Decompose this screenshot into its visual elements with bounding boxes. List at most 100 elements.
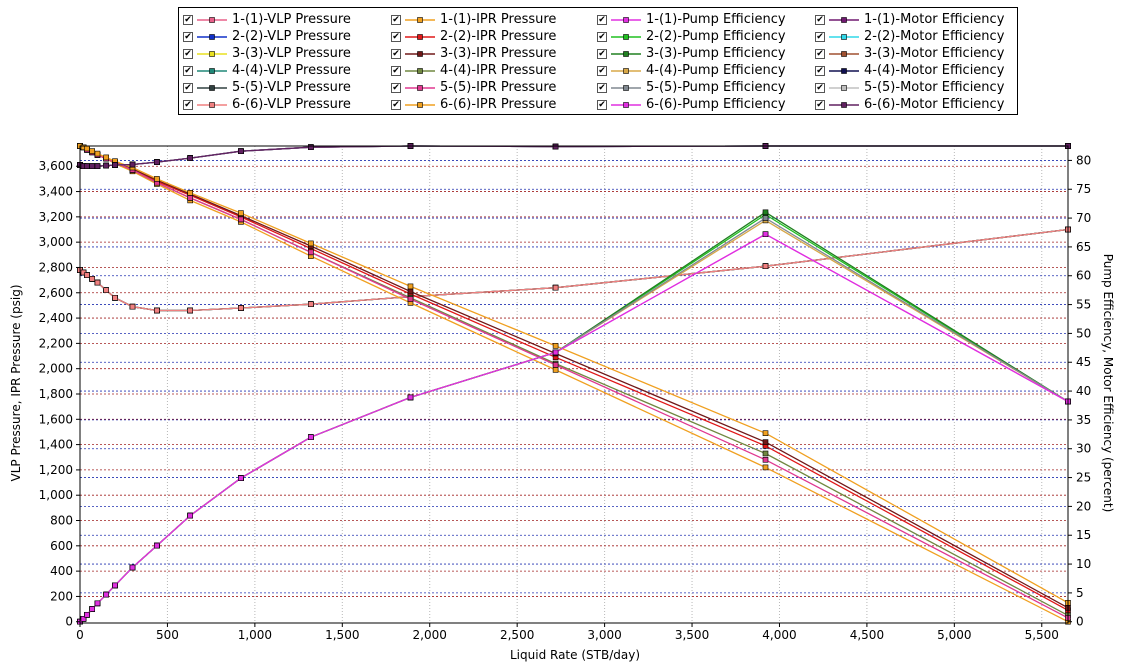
legend-label: 5-(5)-Motor Efficiency [864,80,1005,95]
legend-checkbox[interactable]: ✔ [391,82,401,93]
legend-item[interactable]: ✔ 4-(4)-Motor Efficiency [815,62,1004,79]
series-line [79,228,1069,312]
legend-item[interactable]: ✔ 4-(4)-VLP Pressure [183,62,351,79]
data-point [112,162,118,168]
legend-item[interactable]: ✔ 1-(1)-VLP Pressure [183,11,351,28]
legend-checkbox[interactable]: ✔ [183,65,193,76]
legend-label: 4-(4)-VLP Pressure [232,63,351,78]
data-point [94,163,101,169]
legend-checkbox[interactable]: ✔ [597,99,607,110]
legend-item[interactable]: ✔ 6-(6)-Pump Efficiency [597,96,786,113]
legend-checkbox[interactable]: ✔ [183,31,193,42]
data-point [89,606,95,612]
legend-swatch [405,101,435,108]
legend-checkbox[interactable]: ✔ [815,48,825,59]
y2-tick-label: 35 [1076,413,1091,427]
legend-checkbox[interactable]: ✔ [815,99,825,110]
y-tick-label: 1,800 [39,387,73,401]
legend-checkbox[interactable]: ✔ [597,82,607,93]
y-tick-label: 2,400 [39,311,73,325]
data-point [129,303,136,310]
data-point [307,434,314,441]
legend-item[interactable]: ✔ 5-(5)-IPR Pressure [391,79,556,96]
legend-item[interactable]: ✔ 6-(6)-Motor Efficiency [815,96,1004,113]
data-point [552,362,559,368]
legend-checkbox[interactable]: ✔ [815,65,825,76]
y-tick-label: 2,600 [39,286,73,300]
x-tick-label: 0 [76,628,84,642]
legend-label: 3-(3)-Pump Efficiency [646,46,786,61]
legend-item[interactable]: ✔ 1-(1)-Motor Efficiency [815,11,1004,28]
legend-checkbox[interactable]: ✔ [391,65,401,76]
legend-item[interactable]: ✔ 4-(4)-Pump Efficiency [597,62,786,79]
legend-label: 6-(6)-Motor Efficiency [864,97,1005,112]
legend-item[interactable]: ✔ 6-(6)-VLP Pressure [183,96,351,113]
legend-checkbox[interactable]: ✔ [597,14,607,25]
legend-swatch [197,101,227,108]
legend-checkbox[interactable]: ✔ [597,31,607,42]
data-point [307,240,314,247]
legend-checkbox[interactable]: ✔ [183,48,193,59]
legend-item[interactable]: ✔ 3-(3)-VLP Pressure [183,45,351,62]
y-tick-label: 1,400 [39,438,73,452]
series-layer [77,143,1071,625]
legend-item[interactable]: ✔ 5-(5)-VLP Pressure [183,79,351,96]
data-point [187,512,193,519]
legend-item[interactable]: ✔ 2-(2)-VLP Pressure [183,28,351,45]
series-line [79,211,1069,623]
legend-item[interactable]: ✔ 1-(1)-Pump Efficiency [597,11,786,28]
series-line [79,145,1068,167]
series-line [79,228,1069,312]
legend-checkbox[interactable]: ✔ [815,82,825,93]
data-point [187,195,193,201]
legend-swatch [197,16,227,23]
legend-item[interactable]: ✔ 1-(1)-IPR Pressure [391,11,556,28]
legend-checkbox[interactable]: ✔ [183,82,193,93]
legend-label: 4-(4)-Pump Efficiency [646,63,786,78]
legend-item[interactable]: ✔ 6-(6)-IPR Pressure [391,96,556,113]
series-line [79,219,1069,623]
x-tick-label: 2,000 [413,628,447,642]
legend-checkbox[interactable]: ✔ [597,48,607,59]
series-line [79,233,1069,623]
y-tick-label: 2,000 [39,362,73,376]
x-tick-label: 1,000 [238,628,272,642]
legend-checkbox[interactable]: ✔ [815,14,825,25]
legend-label: 2-(2)-IPR Pressure [440,29,557,44]
legend-checkbox[interactable]: ✔ [391,14,401,25]
legend-label: 3-(3)-Motor Efficiency [864,46,1005,61]
legend-item[interactable]: ✔ 3-(3)-Pump Efficiency [597,45,786,62]
legend-checkbox[interactable]: ✔ [391,31,401,42]
legend-checkbox[interactable]: ✔ [391,99,401,110]
data-point [307,301,314,308]
legend-item[interactable]: ✔ 2-(2)-Pump Efficiency [597,28,786,45]
data-point [84,272,90,278]
legend-item[interactable]: ✔ 2-(2)-IPR Pressure [391,28,556,45]
legend-item[interactable]: ✔ 3-(3)-IPR Pressure [391,45,556,62]
x-tick-label: 3,500 [675,628,709,642]
plot-frame [79,145,1069,624]
legend-checkbox[interactable]: ✔ [815,31,825,42]
data-point [129,564,136,571]
legend-label: 1-(1)-Motor Efficiency [864,12,1005,27]
data-point [552,349,559,356]
y-tick-label: 1,600 [39,412,73,426]
data-point [187,155,193,161]
legend-checkbox[interactable]: ✔ [183,14,193,25]
legend-item[interactable]: ✔ 5-(5)-Motor Efficiency [815,79,1004,96]
data-point [94,150,101,157]
legend-item[interactable]: ✔ 2-(2)-Motor Efficiency [815,28,1004,45]
legend-label: 5-(5)-IPR Pressure [440,80,557,95]
y2-tick-label: 45 [1076,355,1091,369]
x-tick-label: 3,000 [587,628,621,642]
legend-item[interactable]: ✔ 5-(5)-Pump Efficiency [597,79,786,96]
legend-item[interactable]: ✔ 3-(3)-Motor Efficiency [815,45,1004,62]
y-tick-label: 0 [65,615,73,629]
legend-label: 5-(5)-Pump Efficiency [646,80,786,95]
legend-checkbox[interactable]: ✔ [597,65,607,76]
legend-checkbox[interactable]: ✔ [391,48,401,59]
legend-swatch [829,50,859,57]
legend-checkbox[interactable]: ✔ [183,99,193,110]
y-tick-label: 200 [50,589,73,603]
legend-item[interactable]: ✔ 4-(4)-IPR Pressure [391,62,556,79]
